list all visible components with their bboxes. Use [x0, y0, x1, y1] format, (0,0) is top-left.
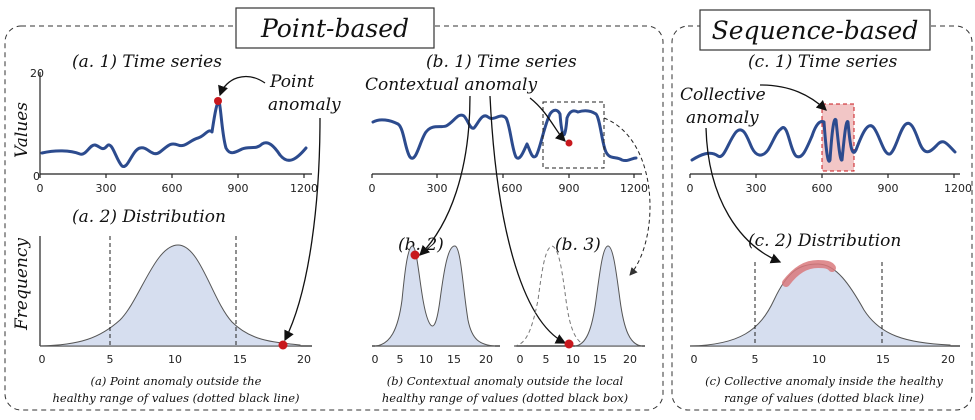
point-anomaly-label-1: Point — [269, 72, 314, 92]
a1-point-anomaly-marker — [214, 97, 222, 105]
b2-xtick-10: 10 — [419, 353, 433, 366]
c1-xtick-1200: 1200 — [944, 182, 972, 195]
b1-xtick-1200: 1200 — [620, 182, 648, 195]
b2-xtick-0: 0 — [372, 353, 379, 366]
b3-anomaly-marker — [564, 339, 574, 349]
caption-c-line2: range of values (dotted black line) — [724, 391, 924, 405]
panel-b2-label: (b. 2) — [398, 235, 444, 255]
b1-window-to-b3-arrow — [603, 117, 651, 276]
c2-xtick-15: 15 — [876, 353, 890, 366]
a1-xtick-1200: 1200 — [290, 182, 318, 195]
a1-xtick-300: 300 — [96, 182, 117, 195]
c2-xtick-10: 10 — [812, 353, 826, 366]
point-based-title-box — [235, 7, 435, 49]
frequency-axis-label-a: Frequency — [12, 238, 32, 331]
caption-b-line1: (b) Contextual anomaly outside the local — [387, 374, 624, 388]
b1-xtick-300: 300 — [427, 182, 448, 195]
panel-c1-label: (c. 1) Time series — [748, 52, 898, 72]
b1-xtick-0: 0 — [369, 182, 376, 195]
b2-xtick-15: 15 — [447, 353, 461, 366]
b1-to-b3-arrow — [489, 95, 567, 344]
panel-b3-label: (b. 3) — [555, 235, 601, 255]
panel-a1-label: (a. 1) Time series — [72, 52, 222, 72]
a1-ytick-0: 0 — [33, 170, 40, 183]
c1-time-series-line — [690, 117, 957, 163]
b3-local-distribution-area — [574, 245, 643, 347]
c2-distribution-area — [689, 263, 951, 347]
a1-ytick-20: 20 — [30, 67, 44, 80]
a1-xtick-0: 0 — [37, 182, 44, 195]
caption-b-line2: healthy range of values (dotted black bo… — [382, 391, 628, 405]
b3-global-distribution-outline — [513, 245, 591, 347]
c2-xtick-0: 0 — [691, 353, 698, 366]
contextual-anomaly-label: Contextual anomaly — [365, 75, 537, 95]
c2-xtick-20: 20 — [941, 353, 955, 366]
b1-local-window-box — [542, 101, 605, 169]
b3-xtick-0: 0 — [517, 353, 524, 366]
b2-distribution-area — [374, 245, 496, 347]
c1-xtick-900: 900 — [878, 182, 899, 195]
b2-xtick-20: 20 — [479, 353, 493, 366]
c1-xtick-300: 300 — [746, 182, 767, 195]
point-anomaly-label-2: anomaly — [268, 95, 341, 115]
c2-collective-anomaly-highlight — [782, 259, 836, 287]
collective-anomaly-label-2: anomaly — [686, 108, 759, 128]
caption-c-line1: (c) Collective anomaly inside the health… — [705, 374, 943, 388]
a1-time-series-line — [40, 99, 308, 168]
caption-a-line1: (a) Point anomaly outside the — [90, 374, 261, 388]
sequence-based-title: Sequence-based — [712, 16, 919, 45]
c1-xtick-600: 600 — [812, 182, 833, 195]
collective-anomaly-label-1: Collective — [680, 85, 766, 105]
c1-x-ticks — [689, 174, 955, 178]
b1-x-ticks — [371, 174, 635, 178]
c2-xtick-5: 5 — [752, 353, 759, 366]
b1-to-b2-arrow — [419, 95, 471, 256]
b1-xtick-900: 900 — [559, 182, 580, 195]
a1-xtick-600: 600 — [162, 182, 183, 195]
point-based-frame — [4, 25, 664, 411]
panel-c2-label: (c. 2) Distribution — [748, 231, 901, 251]
b1-contextual-anomaly-marker — [565, 139, 573, 147]
b1-xtick-600: 600 — [502, 182, 523, 195]
b3-xtick-5: 5 — [543, 353, 550, 366]
a1-xtick-900: 900 — [228, 182, 249, 195]
a1-to-a2-arrow — [284, 117, 321, 342]
b1-anomaly-arrow — [529, 97, 566, 142]
b1-time-series-line — [371, 108, 638, 163]
panel-a2-label: (a. 2) Distribution — [72, 207, 226, 227]
b3-xtick-20: 20 — [623, 353, 637, 366]
c1-xtick-0: 0 — [687, 182, 694, 195]
caption-a-line2: healthy range of values (dotted black li… — [53, 391, 300, 405]
sequence-based-frame — [671, 25, 973, 411]
a2-xtick-10: 10 — [168, 353, 182, 366]
sequence-based-title-box — [699, 9, 931, 51]
a2-xtick-5: 5 — [107, 353, 114, 366]
a2-xtick-0: 0 — [39, 353, 46, 366]
b2-xtick-5: 5 — [397, 353, 404, 366]
a2-xtick-20: 20 — [297, 353, 311, 366]
a2-distribution-area — [39, 244, 301, 347]
b3-xtick-15: 15 — [593, 353, 607, 366]
a1-anomaly-arrow — [218, 75, 266, 97]
a2-xtick-15: 15 — [233, 353, 247, 366]
c1-anomaly-arrow — [759, 84, 827, 111]
point-based-title: Point-based — [260, 14, 409, 43]
b3-xtick-10: 10 — [566, 353, 580, 366]
panel-b1-label: (b. 1) Time series — [426, 52, 577, 72]
values-axis-label: Values — [12, 102, 32, 158]
c1-to-c2-arrow — [705, 127, 782, 264]
b2-anomaly-marker — [410, 250, 420, 260]
a2-point-anomaly-marker — [278, 340, 288, 350]
a1-x-ticks — [39, 174, 305, 178]
